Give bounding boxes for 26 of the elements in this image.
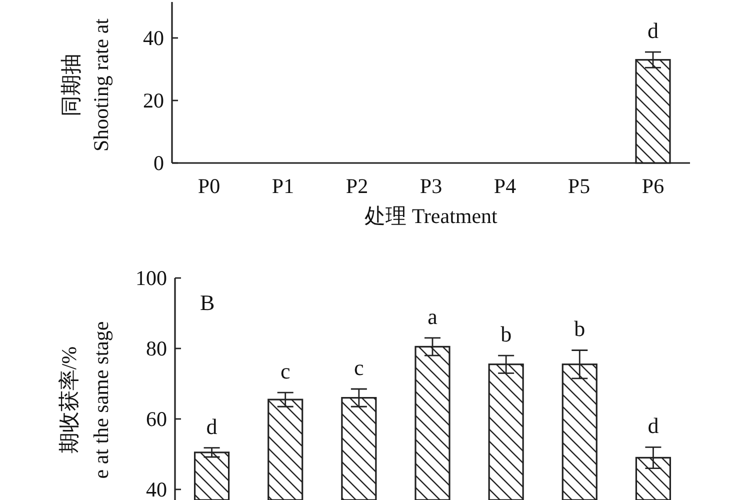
annotation: c <box>280 358 290 384</box>
y-tick-label: 60 <box>146 406 167 431</box>
annotation: b <box>500 322 512 347</box>
annotation: b <box>574 316 586 342</box>
x-tick-label: P5 <box>568 174 590 198</box>
x-tick-label: P4 <box>494 174 517 198</box>
y-tick-label: 20 <box>143 88 164 112</box>
annotation: a <box>428 304 438 329</box>
y-tick-label: 40 <box>146 477 167 500</box>
annotation: c <box>354 355 364 380</box>
annotation: d <box>206 414 218 439</box>
annotation: d <box>648 18 658 44</box>
y-tick-label: 0 <box>154 151 164 175</box>
x-tick-label: P1 <box>272 174 294 198</box>
annotation: B <box>200 290 215 315</box>
x-tick-label: P2 <box>346 174 368 198</box>
x-axis-title: 处理 Treatment <box>364 204 498 228</box>
x-tick-label: P0 <box>198 174 220 198</box>
y-axis-title: 期收获率/% e at the same stage <box>57 321 113 479</box>
y-tick-label: 40 <box>143 26 164 50</box>
y-axis-title: 同期抽 Shooting rate at <box>59 18 113 152</box>
x-tick-label: P6 <box>642 174 664 198</box>
x-tick-label: P3 <box>420 174 442 198</box>
annotation: d <box>648 413 659 438</box>
y-tick-label: 100 <box>136 266 167 290</box>
y-tick-label: 80 <box>146 336 167 360</box>
